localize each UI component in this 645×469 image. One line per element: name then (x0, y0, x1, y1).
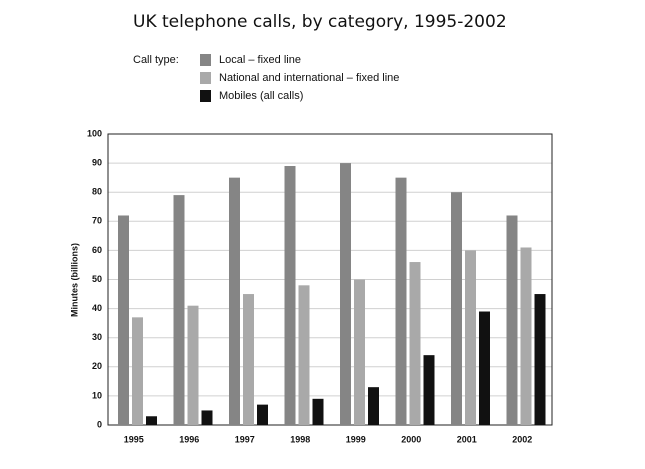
bar (506, 215, 518, 425)
legend-swatch (200, 90, 211, 102)
legend-swatch (200, 54, 211, 66)
legend-label: Mobiles (all calls) (219, 90, 303, 102)
y-axis-title: Minutes (billions) (69, 243, 79, 317)
x-tick-label: 1995 (124, 434, 144, 444)
bar (451, 192, 462, 425)
x-tick-label: 1997 (235, 434, 255, 444)
y-tick-label: 0 (97, 419, 102, 429)
bar (479, 311, 490, 425)
bar (395, 177, 407, 425)
bar (201, 410, 213, 425)
legend-label: National and international – fixed line (219, 72, 399, 84)
bar (173, 195, 185, 425)
x-tick-label: 1996 (179, 434, 199, 444)
y-tick-label: 50 (92, 274, 102, 284)
legend-swatch (200, 72, 211, 84)
plot-frame (107, 133, 553, 426)
bar (243, 294, 254, 425)
bar (312, 398, 324, 425)
x-tick-label: 1999 (346, 434, 366, 444)
bar (423, 355, 435, 425)
legend-label: Local – fixed line (219, 54, 301, 66)
bar (520, 247, 532, 425)
bar (340, 163, 351, 425)
bar (118, 215, 129, 425)
bar (257, 404, 268, 425)
chart-title: UK telephone calls, by category, 1995-20… (133, 12, 507, 32)
x-tick-label: 2001 (457, 434, 477, 444)
bar (229, 177, 240, 425)
bar (132, 317, 143, 425)
x-tick-label: 1998 (290, 434, 310, 444)
bar (354, 279, 365, 425)
bar (534, 294, 546, 425)
y-tick-label: 100 (87, 128, 102, 138)
x-tick-label: 2002 (512, 434, 532, 444)
bar (284, 166, 296, 425)
bar (298, 285, 310, 425)
y-tick-label: 60 (92, 245, 102, 255)
y-tick-label: 90 (92, 157, 102, 167)
y-tick-label: 10 (92, 390, 102, 400)
bar (146, 416, 157, 425)
y-tick-label: 80 (92, 187, 102, 197)
y-tick-label: 70 (92, 216, 102, 226)
legend-title: Call type: (133, 54, 179, 66)
bar (409, 262, 421, 425)
y-tick-label: 30 (92, 332, 102, 342)
x-tick-label: 2000 (401, 434, 421, 444)
y-tick-label: 20 (92, 361, 102, 371)
bar (187, 305, 199, 425)
y-tick-label: 40 (92, 303, 102, 313)
bar (465, 250, 476, 425)
bar (368, 387, 379, 425)
